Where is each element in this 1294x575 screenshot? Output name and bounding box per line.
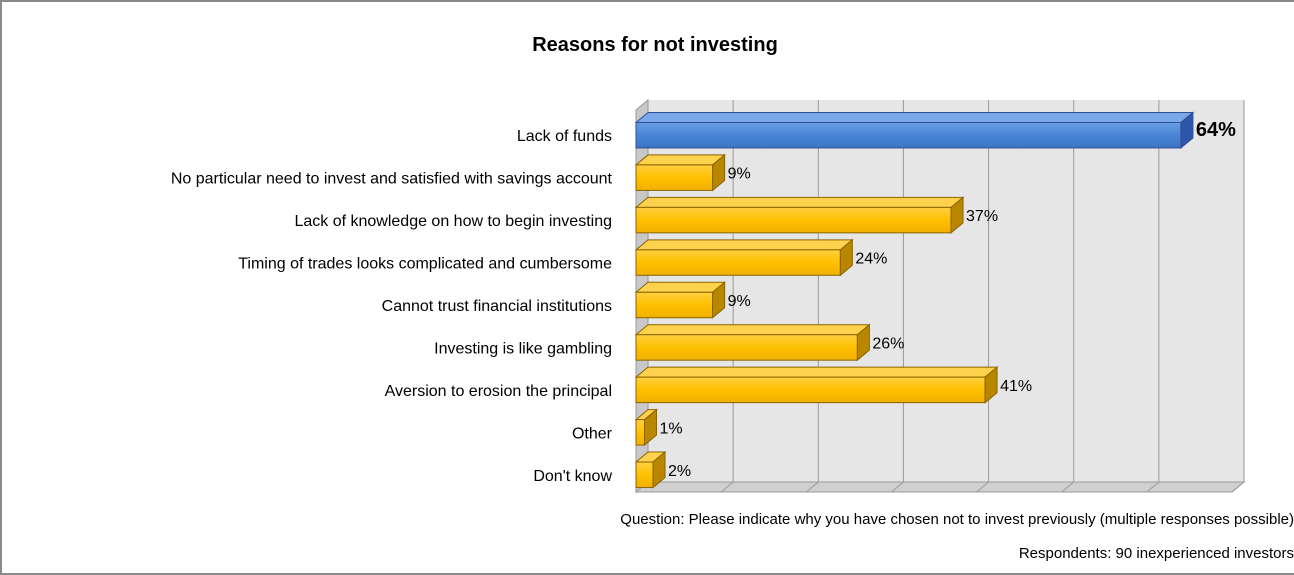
value-label: 1% — [660, 420, 683, 437]
category-label: Lack of knowledge on how to begin invest… — [294, 213, 612, 230]
category-label: Aversion to erosion the principal — [385, 383, 612, 400]
category-label: Investing is like gambling — [434, 340, 612, 357]
category-label: Don't know — [533, 468, 612, 485]
value-label: 64% — [1196, 119, 1236, 141]
bar-front-face — [635, 291, 714, 319]
bar-top-face — [634, 154, 727, 166]
bar — [634, 111, 1195, 150]
gridline-floor — [720, 481, 734, 493]
bar-end-face — [644, 408, 658, 447]
bar — [634, 323, 871, 362]
gridline-floor — [1231, 481, 1245, 493]
bar-front-face — [635, 376, 986, 404]
gridline-floor — [1061, 481, 1075, 493]
bar-end-face — [712, 153, 726, 192]
bar-front-face — [635, 461, 654, 489]
bar-front-face — [635, 206, 952, 234]
gridline-floor — [1146, 481, 1160, 493]
bar-front-face — [635, 419, 646, 446]
bar-top-face — [634, 196, 965, 208]
value-label: 41% — [1000, 378, 1032, 395]
bar-end-face — [839, 238, 853, 277]
category-label: No particular need to invest and satisfi… — [171, 171, 613, 188]
bar-front-face — [635, 249, 841, 276]
gridline-floor — [976, 481, 989, 493]
bar-top-face — [634, 111, 1195, 123]
gridline-floor — [805, 481, 819, 493]
value-label: 37% — [966, 208, 998, 225]
bar-top-face — [634, 366, 999, 378]
bar-end-face — [652, 450, 666, 489]
bar-front-face — [635, 121, 1182, 149]
bar — [634, 196, 965, 234]
chart-title: Reasons for not investing — [532, 34, 778, 56]
bar-end-face — [984, 366, 998, 404]
category-label: Timing of trades looks complicated and c… — [238, 256, 612, 273]
bars-layer — [634, 111, 1195, 489]
bar — [634, 450, 667, 489]
value-label: 2% — [668, 463, 691, 480]
bar-front-face — [635, 164, 714, 191]
bar — [634, 366, 999, 404]
bar — [634, 153, 727, 192]
value-label: 9% — [728, 166, 751, 183]
back-wall — [648, 100, 1244, 482]
category-label: Other — [572, 425, 613, 442]
bar-end-face — [712, 281, 726, 319]
value-label: 26% — [872, 335, 904, 352]
value-label: 9% — [728, 293, 751, 310]
value-label: 24% — [855, 251, 887, 268]
bar-end-face — [1180, 111, 1194, 150]
bar-top-face — [634, 324, 871, 336]
bar-end-face — [856, 323, 870, 362]
bar — [634, 408, 658, 447]
gridline-floor — [891, 481, 904, 493]
bar-front-face — [635, 334, 858, 361]
respondents-note: Respondents: 90 inexperienced investors — [1018, 545, 1294, 562]
bar — [634, 281, 727, 319]
bar — [634, 238, 854, 277]
category-label: Cannot trust financial institutions — [382, 298, 612, 315]
labels-layer: Lack of funds 64% No particular need to in… — [171, 119, 1236, 485]
question-note: Question: Please indicate why you have c… — [620, 511, 1294, 528]
bar-top-face — [634, 239, 854, 251]
category-label: Lack of funds — [517, 128, 612, 145]
bar-end-face — [950, 196, 964, 234]
bar-top-face — [634, 281, 727, 293]
